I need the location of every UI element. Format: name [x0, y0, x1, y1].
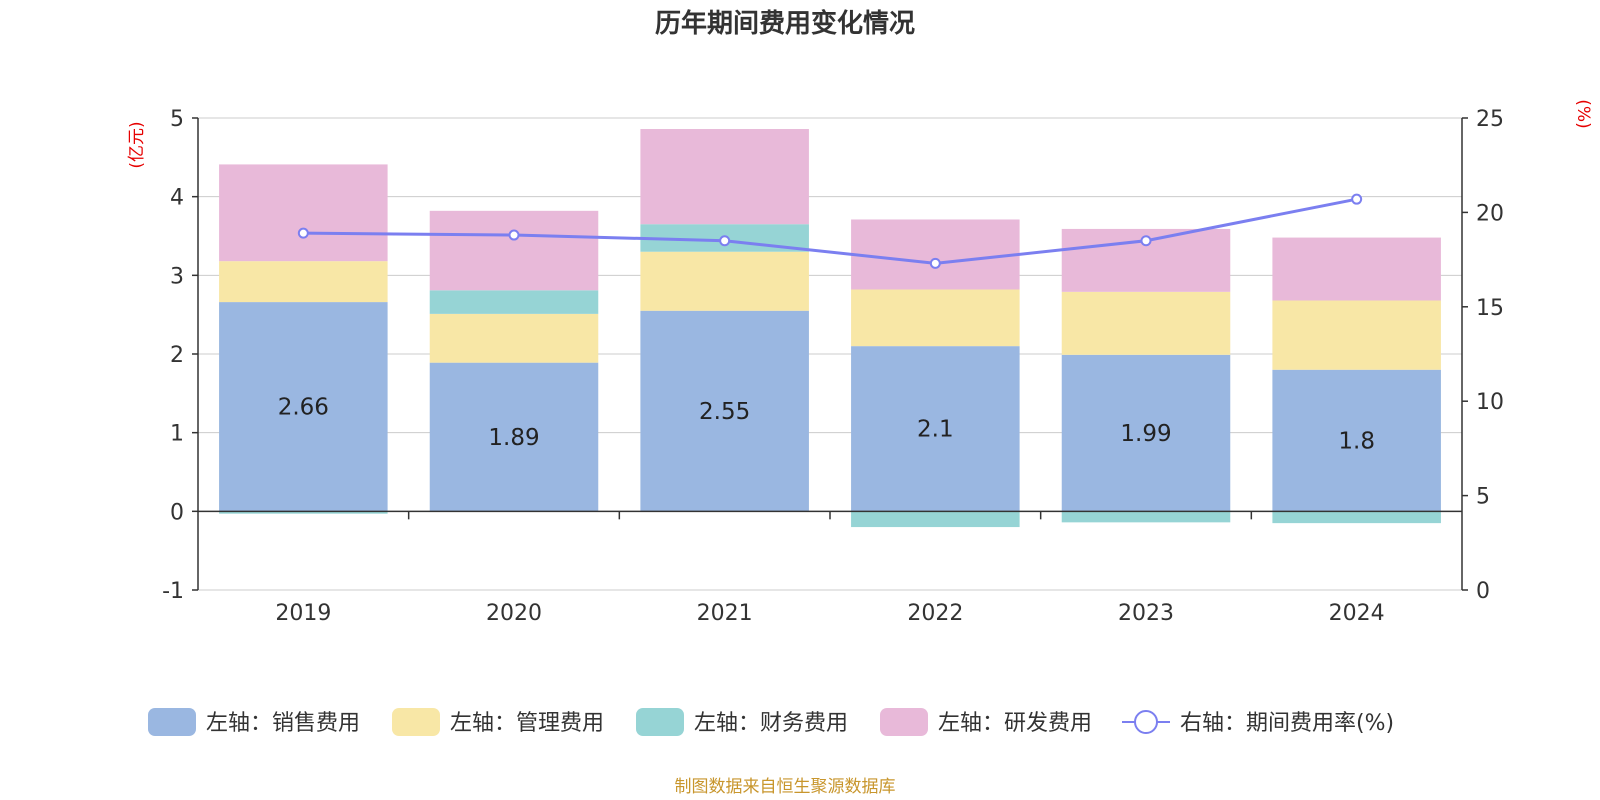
- bar-value-label: 1.89: [488, 425, 539, 451]
- rate-point: [719, 235, 731, 247]
- bar-segment: [219, 511, 388, 514]
- left-tick-label: 5: [170, 107, 184, 132]
- legend-label: 左轴：销售费用: [206, 711, 360, 736]
- category-label: 2021: [697, 601, 753, 626]
- legend-label: 左轴：研发费用: [938, 711, 1092, 736]
- category-label: 2024: [1329, 601, 1385, 626]
- rate-point: [297, 227, 309, 239]
- left-tick-label: 0: [170, 500, 184, 525]
- rate-polyline: [303, 197, 1357, 265]
- legend-label: 右轴：期间费用率(%): [1180, 711, 1394, 736]
- legend-marker: [1134, 710, 1158, 734]
- rate-line: [297, 193, 1363, 269]
- legend-swatch: [880, 708, 928, 736]
- bar-segment: [1272, 511, 1441, 524]
- bar-segment: [219, 261, 388, 303]
- bar-segment: [1061, 511, 1231, 523]
- source-note: 制图数据来自恒生聚源数据库: [675, 777, 896, 797]
- bar-segment: [219, 164, 388, 262]
- bar-value-label: 1.99: [1120, 421, 1171, 447]
- left-axis-unit: (亿元): [127, 121, 147, 168]
- bar-segment: [1272, 369, 1441, 512]
- right-tick-label: 15: [1476, 296, 1504, 321]
- left-tick-label: 4: [170, 186, 184, 211]
- rate-point: [929, 257, 941, 269]
- legend: 左轴：销售费用 左轴：管理费用 左轴：财务费用 左轴：研发费用 右轴：期间费用率(%): [148, 708, 1394, 736]
- bar-segment: [851, 346, 1020, 512]
- bar-segment: [1061, 291, 1231, 355]
- bar-segment: [640, 310, 809, 512]
- left-tick-label: 1: [170, 422, 184, 447]
- right-tick-label: 5: [1476, 485, 1490, 510]
- bar-segment: [429, 290, 599, 314]
- right-tick-label: 0: [1476, 579, 1490, 604]
- left-tick-label: 3: [170, 264, 184, 289]
- category-label: 2023: [1118, 601, 1174, 626]
- bar-segment: [1061, 354, 1231, 512]
- rate-point: [1140, 235, 1152, 247]
- category-label: 2022: [907, 601, 963, 626]
- axes: -1 0 1 2 3 4 5 0 5 10 15 20 25 (亿元) (%) 2019 2020 2021 202…: [127, 99, 1593, 626]
- rate-point: [1351, 193, 1363, 205]
- bar-segment: [1272, 237, 1441, 301]
- bar-labels: 2.66 1.89 2.55 2.1 1.99 1.8: [278, 395, 1375, 455]
- bar-value-label: 2.55: [699, 399, 750, 425]
- left-tick-label: 2: [170, 343, 184, 368]
- bar-value-label: 2.66: [278, 395, 329, 421]
- bars: [219, 129, 1441, 528]
- bar-segment: [640, 251, 809, 311]
- legend-swatch: [636, 708, 684, 736]
- right-tick-label: 25: [1476, 107, 1504, 132]
- category-label: 2020: [486, 601, 542, 626]
- bar-segment: [429, 362, 599, 512]
- right-tick-label: 10: [1476, 390, 1504, 415]
- bar-value-label: 2.1: [917, 417, 954, 443]
- bar-segment: [851, 289, 1020, 347]
- bar-segment: [219, 302, 388, 512]
- bar-segment: [851, 219, 1020, 290]
- bar-segment: [851, 511, 1020, 528]
- category-label: 2019: [275, 601, 331, 626]
- left-tick-label: -1: [162, 579, 184, 604]
- legend-swatch: [392, 708, 440, 736]
- bar-value-label: 1.8: [1338, 429, 1375, 455]
- right-axis-unit: (%): [1573, 99, 1593, 128]
- bar-segment: [429, 210, 599, 291]
- rate-point: [508, 229, 520, 241]
- legend-label: 左轴：财务费用: [694, 711, 848, 736]
- legend-swatch: [148, 708, 196, 736]
- chart-title: 历年期间费用变化情况: [655, 8, 915, 39]
- bar-segment: [429, 313, 599, 363]
- legend-label: 左轴：管理费用: [450, 711, 604, 736]
- bar-segment: [640, 129, 809, 225]
- bar-segment: [1272, 300, 1441, 370]
- grid-lines: [198, 117, 1462, 591]
- right-tick-label: 20: [1476, 201, 1504, 226]
